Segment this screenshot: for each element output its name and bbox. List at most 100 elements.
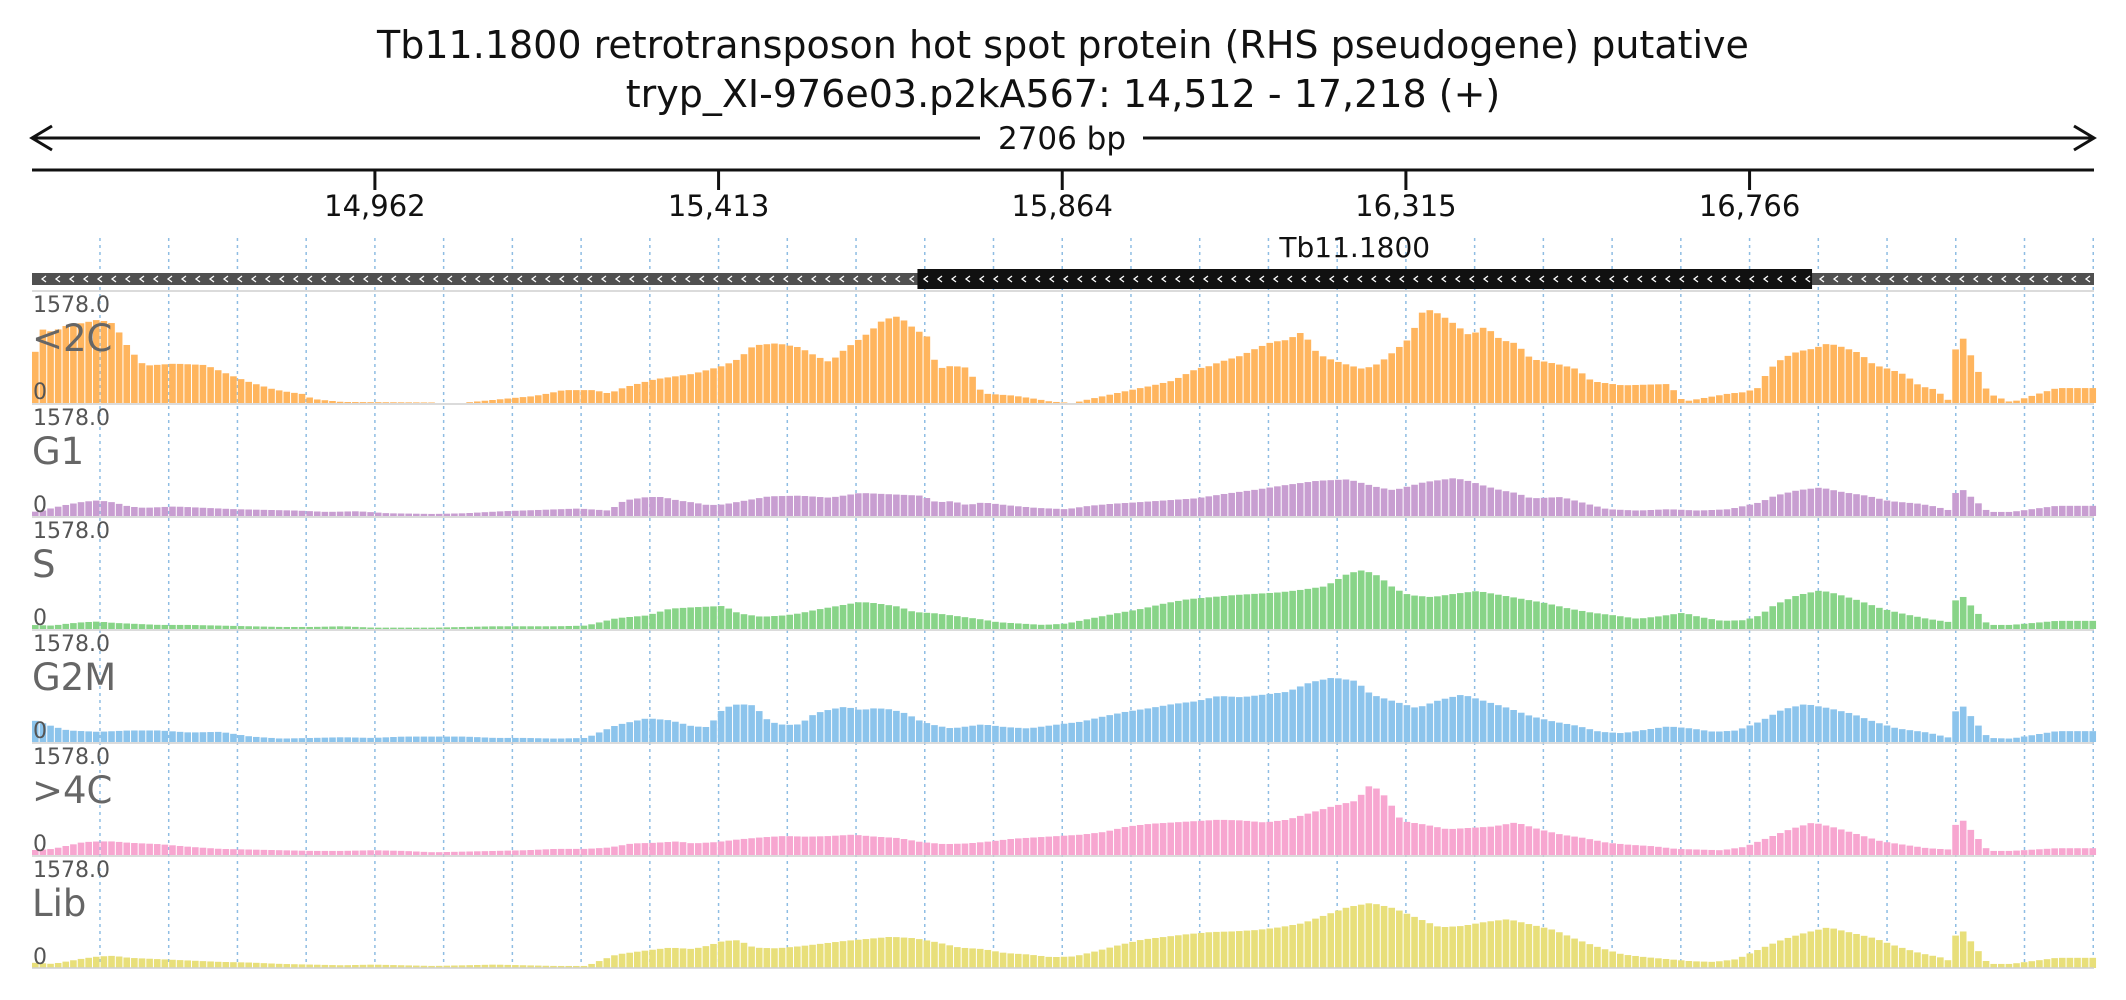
coverage-bar bbox=[1738, 847, 1746, 855]
coverage-bar bbox=[976, 619, 984, 629]
coverage-bar bbox=[1144, 501, 1152, 516]
coverage-bar bbox=[100, 956, 108, 968]
coverage-bar bbox=[2074, 957, 2081, 968]
coverage-bar bbox=[794, 724, 801, 742]
coverage-bar bbox=[184, 846, 192, 855]
coverage-bar bbox=[1037, 399, 1045, 403]
coverage-bar bbox=[1860, 935, 1868, 968]
coverage-bar bbox=[352, 511, 359, 516]
coverage-bar bbox=[794, 613, 801, 629]
strand-chevron-icon bbox=[1328, 275, 1335, 283]
coverage-bar bbox=[367, 402, 374, 403]
coverage-bar bbox=[1144, 607, 1152, 629]
coverage-bar bbox=[1075, 955, 1083, 968]
coverage-bar bbox=[321, 964, 329, 968]
coverage-bar bbox=[1479, 591, 1487, 629]
coverage-bar bbox=[252, 736, 260, 742]
coverage-bar bbox=[1540, 719, 1548, 742]
coverage-bar bbox=[138, 843, 146, 855]
coverage-bar bbox=[62, 623, 70, 629]
coverage-bar bbox=[70, 623, 77, 629]
coverage-bar bbox=[1563, 835, 1571, 855]
coverage-bar bbox=[1243, 490, 1251, 516]
coverage-bar bbox=[908, 938, 915, 968]
coverage-bar bbox=[1213, 819, 1220, 855]
coverage-bar bbox=[1380, 905, 1388, 968]
coverage-bar bbox=[672, 841, 679, 855]
coverage-bar bbox=[390, 965, 397, 968]
coverage-bar bbox=[1906, 950, 1914, 968]
coverage-bar bbox=[656, 497, 664, 516]
coverage-bar bbox=[603, 392, 611, 403]
coverage-bar bbox=[291, 626, 298, 629]
coverage-bar bbox=[809, 836, 816, 855]
coverage-bar bbox=[321, 511, 329, 516]
coverage-bar bbox=[1350, 680, 1357, 742]
coverage-bar bbox=[1853, 352, 1860, 403]
coverage-bar bbox=[1388, 586, 1395, 629]
coverage-bar bbox=[2020, 736, 2028, 742]
coverage-bar bbox=[77, 958, 85, 968]
coverage-bar bbox=[1921, 954, 1929, 968]
coverage-bar bbox=[854, 939, 862, 968]
coverage-bar bbox=[359, 627, 367, 629]
coverage-bar bbox=[885, 709, 893, 742]
coverage-bar bbox=[908, 840, 915, 855]
coverage-bar bbox=[397, 965, 405, 968]
coverage-bar bbox=[1914, 731, 1921, 742]
coverage-bar bbox=[1586, 379, 1594, 403]
strand-chevron-icon bbox=[1734, 275, 1741, 283]
coverage-bar bbox=[1487, 826, 1495, 855]
coverage-bar bbox=[1586, 944, 1594, 968]
coverage-bar bbox=[1624, 385, 1632, 403]
coverage-bar bbox=[588, 509, 595, 516]
coverage-bar bbox=[1449, 478, 1456, 516]
strand-chevron-icon bbox=[1314, 275, 1321, 283]
coverage-bar bbox=[1837, 930, 1845, 968]
coverage-bar bbox=[85, 731, 92, 742]
strand-chevron-icon bbox=[936, 275, 943, 283]
coverage-bar bbox=[115, 841, 123, 855]
coverage-bar bbox=[1853, 934, 1860, 968]
coverage-bar bbox=[131, 958, 138, 968]
coverage-bar bbox=[1091, 833, 1098, 855]
coverage-bar bbox=[47, 849, 54, 855]
coverage-bar bbox=[39, 963, 47, 968]
coverage-bar bbox=[1464, 334, 1472, 403]
coverage-bar bbox=[1738, 506, 1746, 516]
coverage-bar bbox=[131, 843, 138, 855]
coverage-bar bbox=[992, 840, 999, 855]
coverage-bar bbox=[1434, 926, 1441, 968]
coverage-bar bbox=[70, 960, 77, 968]
coverage-bar bbox=[1959, 931, 1967, 968]
coverage-bar bbox=[62, 846, 70, 855]
coverage-bar bbox=[1327, 480, 1335, 516]
coverage-bar bbox=[778, 947, 786, 968]
coverage-bar bbox=[740, 354, 748, 403]
coverage-bar bbox=[1045, 836, 1053, 855]
coverage-bar bbox=[115, 332, 123, 403]
gene-feature[interactable] bbox=[917, 269, 1813, 289]
coverage-bar bbox=[1449, 926, 1456, 968]
coverage-bar bbox=[512, 737, 519, 742]
coverage-bar bbox=[672, 608, 679, 629]
strand-chevron-icon bbox=[96, 275, 103, 283]
coverage-bar bbox=[733, 612, 740, 629]
coverage-bar bbox=[2081, 505, 2089, 516]
coverage-bar bbox=[1175, 935, 1182, 968]
strand-chevron-icon bbox=[2028, 275, 2035, 283]
coverage-bar bbox=[192, 732, 199, 742]
coverage-bar bbox=[1495, 825, 1502, 855]
coverage-bar bbox=[778, 344, 786, 403]
coverage-bar bbox=[816, 357, 824, 403]
coverage-bar bbox=[1616, 733, 1624, 742]
y-min-label: 0 bbox=[33, 945, 47, 970]
coverage-bar bbox=[1830, 928, 1837, 968]
coverage-bar bbox=[298, 850, 306, 855]
coverage-bar bbox=[47, 331, 54, 403]
coverage-bar bbox=[679, 842, 687, 855]
coverage-bar bbox=[908, 716, 915, 742]
coverage-bar bbox=[1228, 595, 1235, 629]
coverage-bar bbox=[1464, 592, 1472, 629]
coverage-bar bbox=[839, 495, 847, 516]
